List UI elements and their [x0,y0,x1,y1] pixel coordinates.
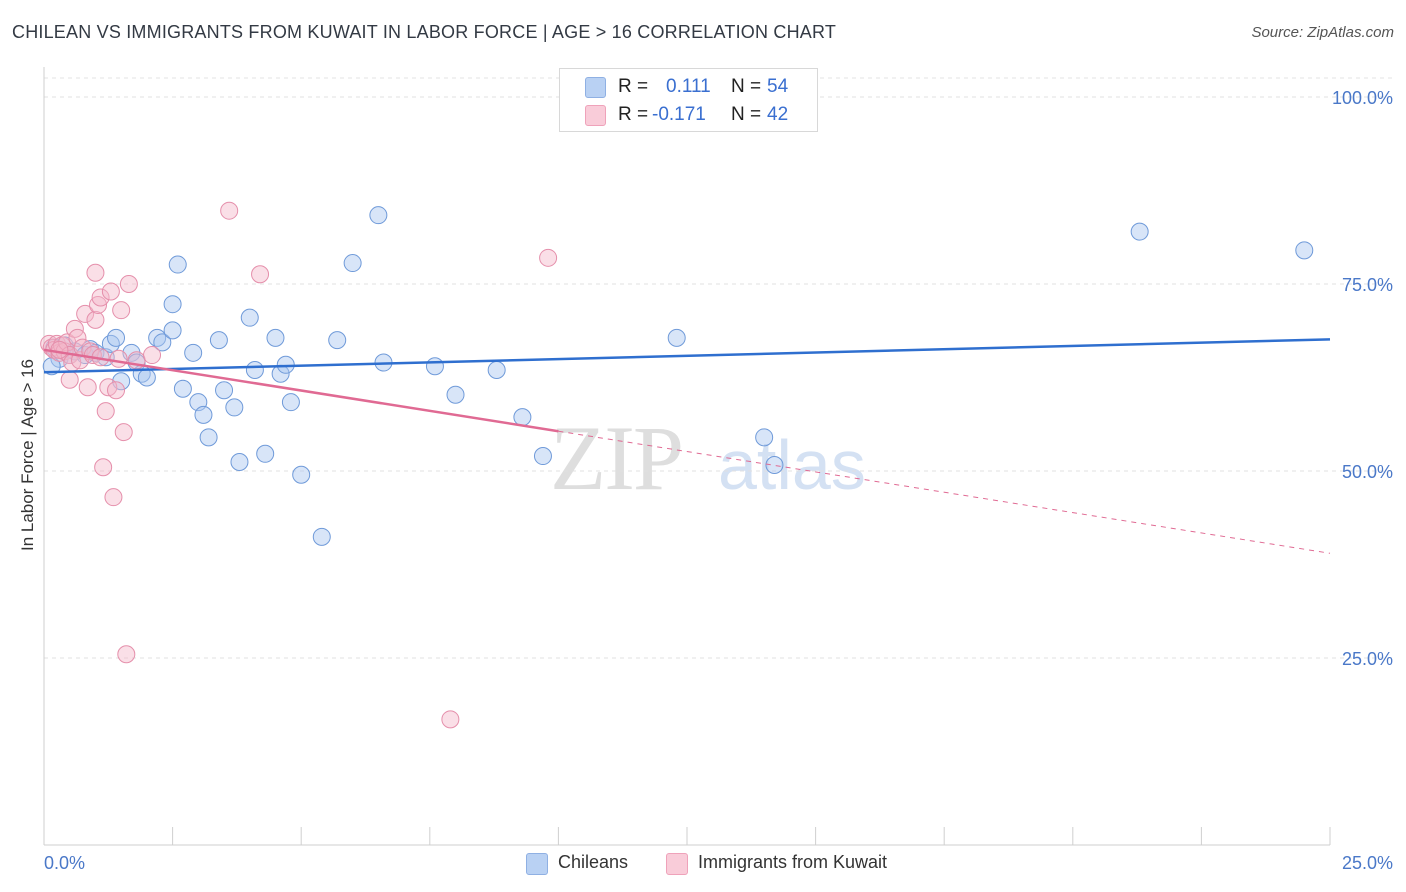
point-kuwait [86,310,105,329]
point-kuwait [50,340,69,359]
legend-swatch-kuwait [585,105,606,126]
point-chileans [168,255,187,274]
point-chileans [425,357,444,376]
point-kuwait [112,301,131,320]
series-legend: Chileans Immigrants from Kuwait [0,852,1406,878]
point-chileans [292,465,311,484]
chart-title: CHILEAN VS IMMIGRANTS FROM KUWAIT IN LAB… [12,22,837,42]
point-kuwait [101,282,120,301]
point-chileans [1130,222,1149,241]
point-chileans [533,447,552,466]
point-chileans [153,333,172,352]
point-chileans [343,254,362,273]
point-kuwait [109,349,128,368]
watermark-zip: ZIP [550,407,684,509]
point-chileans [446,385,465,404]
point-chileans [101,334,120,353]
source-credit: Source: ZipAtlas.com [1251,24,1394,41]
point-kuwait [94,458,113,477]
point-chileans [765,456,784,475]
x-tick-label: 25.0% [1342,853,1393,873]
point-kuwait [104,488,123,507]
legend-label-chileans: Chileans [558,852,629,872]
point-kuwait [119,275,138,293]
point-chileans [312,527,331,546]
point-chileans [230,453,249,472]
point-chileans [184,343,203,362]
point-kuwait [114,423,133,442]
y-tick-label: 50.0% [1342,462,1393,482]
point-chileans [215,381,234,400]
legend-r-label: R = [618,104,649,125]
point-chileans [1295,241,1314,260]
point-chileans [240,308,259,327]
point-kuwait [86,263,105,282]
legend-swatch-kuwait [666,853,688,875]
point-chileans [209,331,228,350]
legend-n-label: N = [731,76,762,97]
legend-r-label: R = [618,76,649,97]
trendline-kuwait [43,348,559,433]
point-kuwait [143,346,162,365]
watermark-atlas: atlas [718,426,866,504]
point-kuwait [96,402,115,421]
point-kuwait [76,304,95,323]
y-axis-label: In Labor Force | Age > 16 [18,358,37,552]
point-chileans [245,361,264,380]
x-tick-label: 0.0% [44,853,85,873]
point-kuwait [60,370,79,389]
point-chileans [225,398,244,417]
point-kuwait [441,710,460,729]
legend-n-value-chileans: 54 [767,76,789,97]
point-kuwait [78,378,97,397]
point-kuwait [251,265,270,284]
legend-swatch-chileans [585,77,606,98]
y-tick-label: 100.0% [1332,88,1393,108]
y-tick-label: 75.0% [1342,275,1393,295]
point-chileans [328,331,347,350]
legend-label-kuwait: Immigrants from Kuwait [698,852,888,872]
point-chileans [194,405,213,424]
point-chileans [513,408,532,427]
point-chileans [107,328,126,347]
point-chileans [369,206,388,225]
point-kuwait [89,295,108,314]
y-tick-label: 25.0% [1342,649,1393,669]
legend-n-value-kuwait: 42 [767,104,789,125]
point-kuwait [117,645,136,664]
point-chileans [137,368,156,387]
point-kuwait [91,288,110,307]
point-kuwait [107,381,126,400]
point-chileans [266,328,285,347]
point-chileans [199,428,218,447]
point-kuwait [68,328,87,347]
point-chileans [173,379,192,398]
trendline-chileans [43,338,1331,374]
point-kuwait [539,248,558,267]
point-chileans [281,393,300,412]
point-chileans [163,295,182,314]
trendline-kuwait-extrapolated [558,430,1331,554]
correlation-legend: R = 0.111 N = 54 R = -0.171 N = 42 [559,68,818,132]
legend-r-value-kuwait: -0.171 [652,104,706,125]
legend-n-label: N = [731,104,762,125]
point-kuwait [220,201,239,220]
legend-swatch-chileans [526,853,548,875]
point-chileans [755,428,774,447]
legend-r-value-chileans: 0.111 [666,76,711,97]
point-chileans [256,444,275,463]
point-chileans [487,361,506,380]
point-chileans [163,321,182,340]
point-chileans [667,328,686,347]
